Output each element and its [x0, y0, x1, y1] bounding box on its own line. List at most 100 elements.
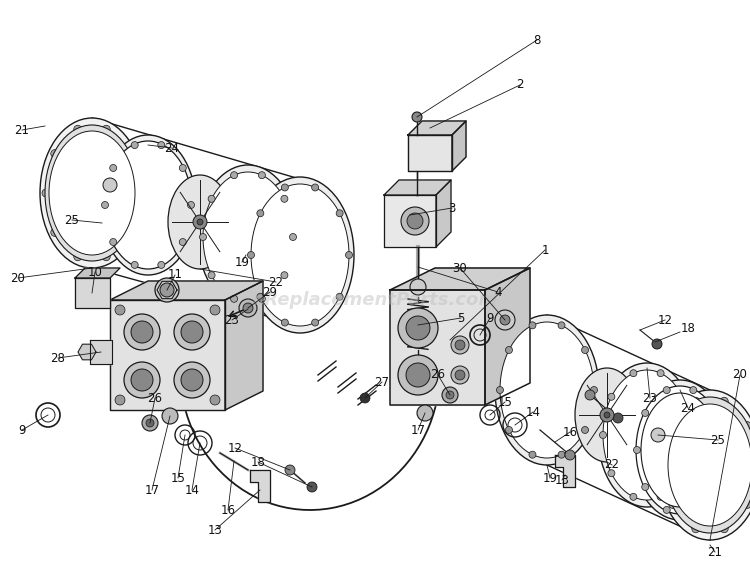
Text: 18: 18: [680, 321, 695, 335]
Text: 11: 11: [167, 268, 182, 282]
Circle shape: [256, 210, 264, 217]
Circle shape: [102, 125, 110, 133]
Circle shape: [281, 196, 288, 203]
Circle shape: [406, 316, 430, 340]
Circle shape: [608, 470, 615, 477]
Polygon shape: [250, 470, 270, 502]
Circle shape: [125, 150, 134, 158]
Text: 14: 14: [526, 406, 541, 418]
Circle shape: [688, 431, 694, 438]
Circle shape: [565, 450, 575, 460]
Text: 15: 15: [497, 396, 512, 409]
Circle shape: [155, 278, 179, 302]
Circle shape: [179, 239, 186, 246]
Circle shape: [600, 408, 614, 422]
Circle shape: [663, 386, 670, 393]
Circle shape: [679, 393, 686, 400]
Circle shape: [256, 293, 264, 300]
Circle shape: [346, 251, 352, 258]
Text: 21: 21: [707, 545, 722, 559]
Circle shape: [455, 370, 465, 380]
Circle shape: [285, 465, 295, 475]
Circle shape: [692, 525, 700, 533]
Circle shape: [652, 339, 662, 349]
Ellipse shape: [668, 404, 750, 526]
Text: 1: 1: [542, 243, 549, 257]
Circle shape: [506, 346, 512, 353]
Text: 4: 4: [494, 286, 502, 299]
Ellipse shape: [636, 386, 724, 514]
Circle shape: [558, 322, 565, 329]
Circle shape: [124, 314, 160, 350]
Circle shape: [179, 165, 186, 172]
Text: 15: 15: [170, 471, 185, 484]
Circle shape: [720, 525, 728, 533]
Circle shape: [243, 303, 253, 313]
Circle shape: [669, 501, 676, 509]
Text: 24: 24: [164, 141, 179, 154]
Text: 23: 23: [224, 314, 239, 327]
Polygon shape: [110, 281, 263, 300]
Circle shape: [690, 386, 697, 393]
Polygon shape: [225, 281, 263, 410]
Circle shape: [581, 346, 589, 353]
Circle shape: [208, 196, 215, 203]
Circle shape: [651, 428, 665, 442]
Text: 5: 5: [458, 311, 465, 325]
Circle shape: [174, 314, 210, 350]
Circle shape: [103, 178, 117, 192]
Circle shape: [398, 355, 438, 395]
Text: 20: 20: [10, 271, 26, 285]
Circle shape: [188, 201, 194, 208]
Circle shape: [181, 321, 203, 343]
Text: 16: 16: [562, 425, 578, 438]
Ellipse shape: [246, 177, 354, 333]
Text: 8: 8: [533, 34, 541, 47]
Circle shape: [142, 415, 158, 431]
Circle shape: [51, 150, 58, 158]
Ellipse shape: [658, 390, 750, 540]
Text: 13: 13: [554, 474, 569, 487]
Circle shape: [743, 501, 750, 509]
Circle shape: [259, 172, 266, 179]
Text: 12: 12: [658, 314, 673, 327]
Ellipse shape: [45, 125, 139, 261]
Text: 24: 24: [680, 402, 695, 414]
Circle shape: [711, 410, 718, 417]
Circle shape: [406, 363, 430, 387]
Circle shape: [679, 470, 686, 477]
Circle shape: [290, 233, 296, 240]
Text: 13: 13: [208, 523, 223, 537]
Circle shape: [312, 184, 319, 191]
Text: 30: 30: [452, 261, 467, 275]
Text: 18: 18: [251, 456, 266, 469]
Ellipse shape: [500, 322, 594, 458]
Polygon shape: [384, 195, 436, 247]
Circle shape: [558, 451, 565, 458]
Circle shape: [608, 393, 615, 400]
Ellipse shape: [641, 393, 719, 507]
Circle shape: [455, 340, 465, 350]
Circle shape: [160, 283, 174, 297]
Circle shape: [711, 484, 718, 491]
Polygon shape: [452, 121, 466, 171]
Circle shape: [336, 210, 344, 217]
Circle shape: [230, 172, 238, 179]
Ellipse shape: [168, 175, 232, 269]
Ellipse shape: [251, 184, 349, 326]
Circle shape: [630, 494, 637, 501]
Circle shape: [146, 419, 154, 427]
Circle shape: [110, 165, 117, 172]
Circle shape: [451, 366, 469, 384]
Circle shape: [259, 295, 266, 302]
Text: 2: 2: [516, 79, 524, 91]
Circle shape: [131, 261, 138, 268]
Circle shape: [134, 189, 142, 197]
Ellipse shape: [598, 363, 696, 507]
Text: 25: 25: [710, 434, 725, 446]
Text: 28: 28: [50, 352, 65, 364]
Text: 27: 27: [374, 375, 389, 389]
Polygon shape: [75, 278, 110, 308]
Circle shape: [131, 321, 153, 343]
Polygon shape: [555, 455, 575, 487]
